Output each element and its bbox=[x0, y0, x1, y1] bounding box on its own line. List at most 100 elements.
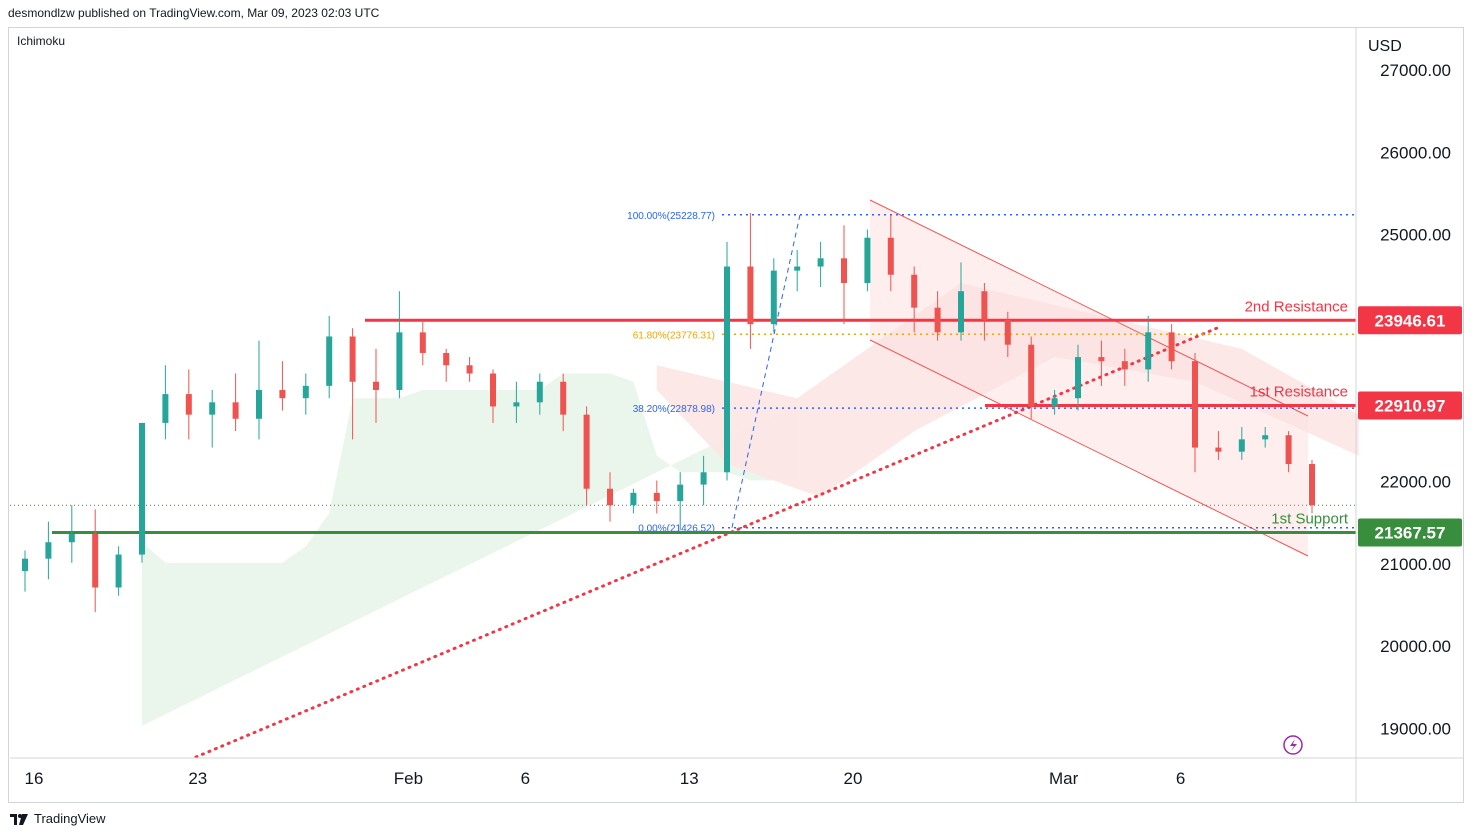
y-tick-label: 25000.00 bbox=[1380, 226, 1451, 245]
candle-body bbox=[1309, 464, 1315, 506]
candle-body bbox=[560, 381, 567, 415]
ichimoku-cloud bbox=[142, 282, 1359, 726]
fib-level-label: 100.00%(25228.77) bbox=[627, 211, 715, 222]
candle-body bbox=[1285, 435, 1292, 465]
candle-body bbox=[1215, 447, 1222, 452]
candle-body bbox=[162, 394, 169, 423]
footer: TradingView bbox=[10, 811, 106, 826]
candle-body bbox=[1262, 435, 1269, 440]
descending-channel bbox=[869, 199, 1309, 557]
x-tick-label: Feb bbox=[394, 769, 423, 788]
publisher-header: desmondlzw published on TradingView.com,… bbox=[8, 6, 380, 20]
candle-body bbox=[1051, 398, 1058, 407]
candle-body bbox=[817, 258, 824, 267]
candle-body bbox=[1028, 344, 1035, 407]
candle-body bbox=[607, 488, 613, 506]
price-axis: USD 27000.00 26000.00 25000.00 22000.00 21000… bbox=[1355, 28, 1451, 803]
x-tick-label: Mar bbox=[1049, 769, 1079, 788]
candle-body bbox=[419, 332, 426, 353]
x-tick-label: 16 bbox=[25, 769, 44, 788]
candlesticks bbox=[22, 213, 1315, 613]
candle-body bbox=[981, 291, 988, 321]
candle-body bbox=[1075, 357, 1081, 399]
candle-body bbox=[22, 558, 28, 572]
candle-body bbox=[747, 266, 754, 325]
candle-body bbox=[958, 291, 964, 333]
candle-body bbox=[934, 307, 941, 333]
candle-body bbox=[513, 402, 520, 407]
candle-body bbox=[185, 394, 192, 415]
y-tick-label: 22000.00 bbox=[1380, 473, 1451, 492]
level-name-label: 1st Support bbox=[1271, 511, 1349, 528]
level-price-label: 22910.97 bbox=[1375, 397, 1446, 416]
candle-body bbox=[841, 258, 847, 283]
x-tick-label: 6 bbox=[521, 769, 530, 788]
candle-body bbox=[490, 373, 496, 407]
candle-body bbox=[911, 274, 918, 308]
candle-body bbox=[700, 472, 707, 485]
x-tick-label: 13 bbox=[680, 769, 699, 788]
time-axis: 16 23 Feb 6 13 20 Mar 6 bbox=[10, 757, 1464, 788]
candle-body bbox=[45, 542, 52, 559]
y-tick-label: 26000.00 bbox=[1380, 143, 1451, 162]
level-price-badge bbox=[1358, 306, 1462, 335]
tradingview-logo-icon bbox=[10, 813, 28, 825]
candle-body bbox=[68, 533, 75, 543]
level-name-label: 1st Resistance bbox=[1250, 384, 1348, 401]
candle-body bbox=[653, 492, 660, 502]
currency-label: USD bbox=[1368, 38, 1402, 55]
x-tick-label: 6 bbox=[1176, 769, 1185, 788]
cloud-red bbox=[656, 282, 1359, 497]
candle-body bbox=[279, 389, 286, 399]
candle-body bbox=[583, 414, 590, 489]
level-price-label: 21367.57 bbox=[1375, 524, 1446, 543]
candle-body bbox=[209, 402, 216, 415]
candle-body bbox=[443, 352, 450, 366]
fib-level-label: 61.80%(23776.31) bbox=[633, 330, 715, 341]
price-levels: 2nd Resistance 23946.61 1st Resistance 2291… bbox=[52, 298, 1462, 547]
y-tick-label: 20000.00 bbox=[1380, 637, 1451, 656]
candle-body bbox=[373, 381, 379, 390]
candle-body bbox=[232, 402, 239, 419]
x-tick-label: 23 bbox=[188, 769, 207, 788]
candle-body bbox=[115, 554, 122, 588]
fibonacci-retracement: 100.00%(25228.77) 61.80%(23776.31) 38.20%(… bbox=[10, 211, 1356, 535]
candle-body bbox=[1238, 439, 1245, 452]
candle-body bbox=[1004, 320, 1011, 345]
candle-body bbox=[349, 336, 356, 382]
candle-body bbox=[724, 266, 730, 473]
candle-body bbox=[326, 336, 333, 386]
candle-body bbox=[864, 237, 871, 283]
x-tick-label: 20 bbox=[844, 769, 863, 788]
candle-body bbox=[256, 389, 262, 419]
candle-body bbox=[770, 270, 777, 325]
candle-body bbox=[630, 492, 637, 506]
y-tick-label: 21000.00 bbox=[1380, 555, 1451, 574]
fib-level-label: 0.00%(21426.52) bbox=[638, 524, 715, 535]
y-tick-label: 27000.00 bbox=[1380, 61, 1451, 80]
candle-body bbox=[1121, 361, 1128, 370]
cloud-green bbox=[142, 373, 798, 726]
level-price-badge bbox=[1358, 391, 1462, 420]
footer-brand: TradingView bbox=[34, 811, 106, 826]
indicator-label[interactable]: Ichimoku bbox=[17, 34, 66, 48]
candle-body bbox=[1168, 332, 1175, 362]
level-name-label: 2nd Resistance bbox=[1245, 298, 1348, 315]
y-tick-label: 19000.00 bbox=[1380, 719, 1451, 738]
replay-icon[interactable] bbox=[1283, 735, 1303, 755]
channel-upper-line bbox=[869, 199, 1309, 417]
level-price-label: 23946.61 bbox=[1375, 311, 1446, 330]
channel-fill bbox=[870, 200, 1308, 556]
candle-body bbox=[92, 533, 99, 588]
candle-body bbox=[396, 332, 403, 390]
candle-body bbox=[466, 365, 473, 374]
candle-body bbox=[677, 484, 684, 502]
channel-lower-line bbox=[869, 339, 1309, 557]
fib-level-label: 38.20%(22878.98) bbox=[633, 404, 715, 415]
candle-body bbox=[794, 266, 801, 271]
chart-frame bbox=[8, 27, 1464, 803]
candle-body bbox=[1192, 361, 1198, 448]
candle-body bbox=[887, 237, 894, 275]
candle-body bbox=[1145, 332, 1152, 370]
